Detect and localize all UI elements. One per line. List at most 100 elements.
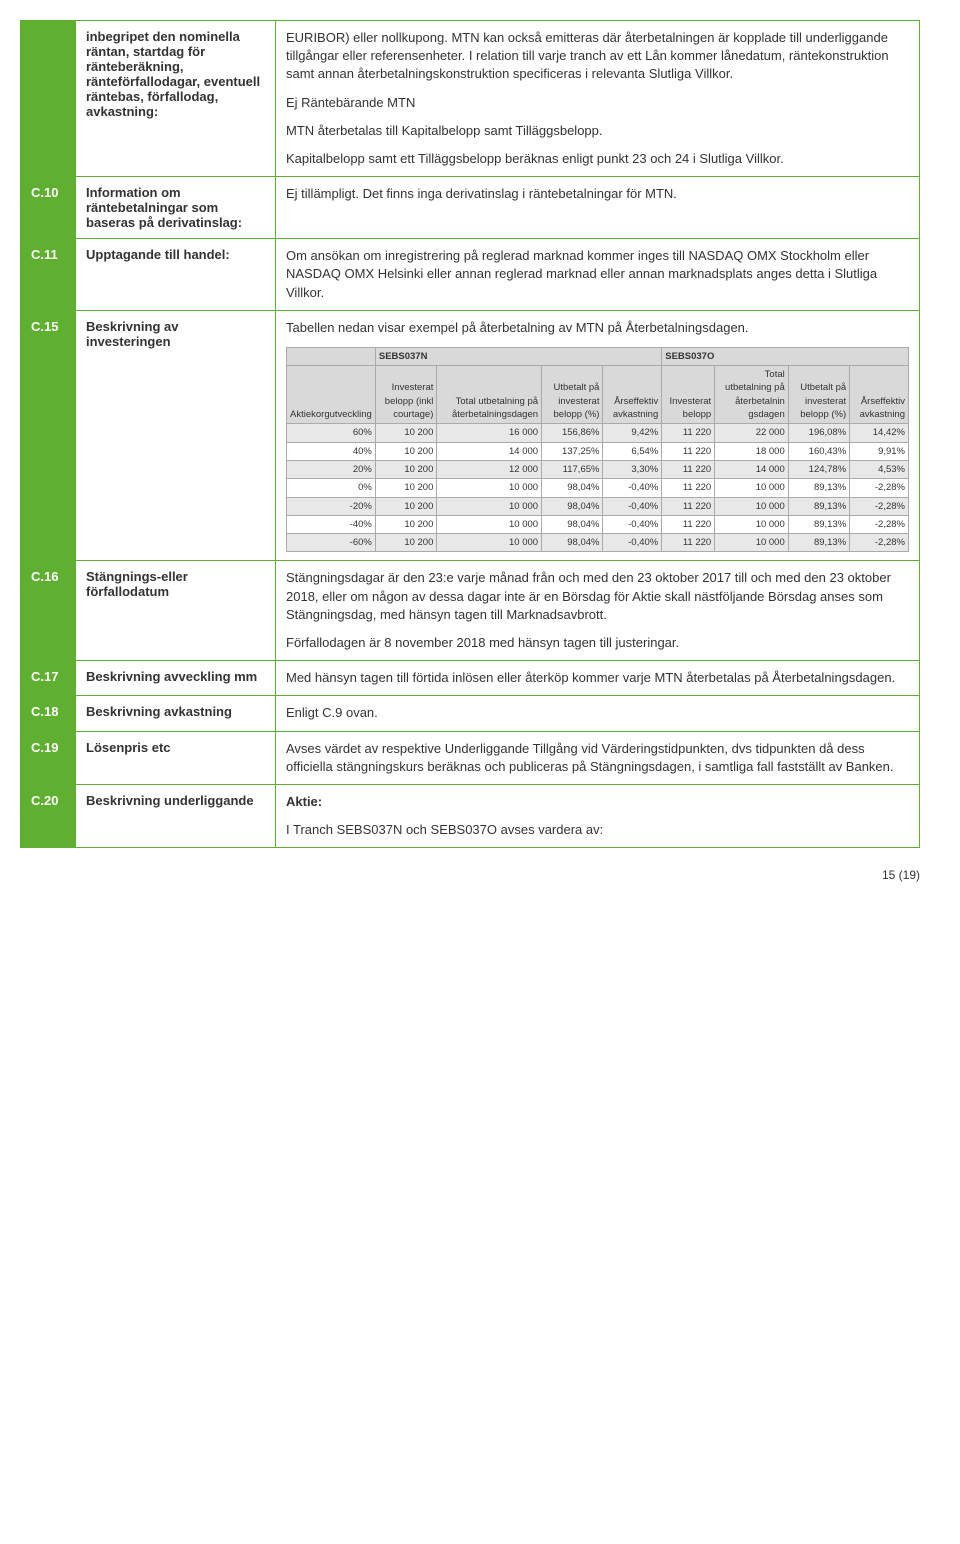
example-cell: -60% — [287, 534, 376, 552]
row-label: Stängnings-eller förfallodatum — [76, 561, 276, 661]
row-label: Lösenpris etc — [76, 731, 276, 784]
para: Förfallodagen är 8 november 2018 med hän… — [286, 634, 909, 652]
para: Ej Räntebärande MTN — [286, 94, 909, 112]
group-header-1: SEBS037N — [375, 347, 661, 365]
example-cell: 160,43% — [788, 442, 849, 460]
row-id: C.18 — [21, 696, 76, 731]
col-utb2: Utbetalt på investerat belopp (%) — [788, 366, 849, 424]
example-cell: 10 200 — [375, 479, 437, 497]
example-cell: 11 220 — [662, 442, 715, 460]
example-cell: 11 220 — [662, 424, 715, 442]
para: Tabellen nedan visar exempel på återbeta… — [286, 319, 909, 337]
example-cell: 10 200 — [375, 424, 437, 442]
row-content: Aktie: I Tranch SEBS037N och SEBS037O av… — [276, 784, 920, 847]
example-cell: 3,30% — [603, 460, 662, 478]
page-number: 15 (19) — [20, 868, 920, 882]
example-cell: 40% — [287, 442, 376, 460]
example-cell: 22 000 — [715, 424, 789, 442]
example-row: 0%10 20010 00098,04%-0,40%11 22010 00089… — [287, 479, 909, 497]
row-id: C.11 — [21, 239, 76, 311]
para: MTN återbetalas till Kapitalbelopp samt … — [286, 122, 909, 140]
para: Avses värdet av respektive Underliggande… — [286, 740, 909, 776]
para: EURIBOR) eller nollkupong. MTN kan också… — [286, 29, 909, 84]
example-cell: 14,42% — [850, 424, 909, 442]
example-cell: 124,78% — [788, 460, 849, 478]
example-row: -60%10 20010 00098,04%-0,40%11 22010 000… — [287, 534, 909, 552]
row-content: Tabellen nedan visar exempel på återbeta… — [276, 310, 920, 561]
example-cell: 89,13% — [788, 515, 849, 533]
example-cell: 16 000 — [437, 424, 542, 442]
example-cell: 156,86% — [542, 424, 603, 442]
example-cell: 11 220 — [662, 497, 715, 515]
para: I Tranch SEBS037N och SEBS037O avses var… — [286, 821, 909, 839]
example-cell: -2,28% — [850, 515, 909, 533]
example-cell: 89,13% — [788, 534, 849, 552]
col-aktie: Aktiekorgutveckling — [287, 366, 376, 424]
example-cell: -0,40% — [603, 534, 662, 552]
example-cell: 89,13% — [788, 479, 849, 497]
example-cell: -20% — [287, 497, 376, 515]
row-content: Avses värdet av respektive Underliggande… — [276, 731, 920, 784]
group-header-2: SEBS037O — [662, 347, 909, 365]
example-cell: 9,42% — [603, 424, 662, 442]
example-cell: -0,40% — [603, 479, 662, 497]
row-label: Beskrivning underliggande — [76, 784, 276, 847]
row-c17: C.17 Beskrivning avveckling mm Med hänsy… — [21, 661, 920, 696]
example-cell: 6,54% — [603, 442, 662, 460]
example-cell: 117,65% — [542, 460, 603, 478]
example-cell: 10 200 — [375, 497, 437, 515]
col-inv: Investerat belopp (inkl courtage) — [375, 366, 437, 424]
col-ars: Årseffektiv avkastning — [603, 366, 662, 424]
row-content: Stängningsdagar är den 23:e varje månad … — [276, 561, 920, 661]
example-cell: 14 000 — [437, 442, 542, 460]
example-cell: 9,91% — [850, 442, 909, 460]
example-cell: 11 220 — [662, 460, 715, 478]
row-content: EURIBOR) eller nollkupong. MTN kan också… — [276, 21, 920, 177]
row-continued: inbegripet den nominella räntan, startda… — [21, 21, 920, 177]
row-c19: C.19 Lösenpris etc Avses värdet av respe… — [21, 731, 920, 784]
example-row: 20%10 20012 000117,65%3,30%11 22014 0001… — [287, 460, 909, 478]
row-c18: C.18 Beskrivning avkastning Enligt C.9 o… — [21, 696, 920, 731]
row-c10: C.10 Information om räntebetalningar som… — [21, 177, 920, 239]
row-label: Information om räntebetalningar som base… — [76, 177, 276, 239]
example-row: -40%10 20010 00098,04%-0,40%11 22010 000… — [287, 515, 909, 533]
group-header-row: SEBS037N SEBS037O — [287, 347, 909, 365]
example-cell: 137,25% — [542, 442, 603, 460]
row-id-blank — [21, 21, 76, 177]
example-cell: 10 200 — [375, 515, 437, 533]
example-cell: 4,53% — [850, 460, 909, 478]
col-tot: Total utbetalning på återbetalningsdagen — [437, 366, 542, 424]
example-cell: 98,04% — [542, 497, 603, 515]
example-cell: 11 220 — [662, 534, 715, 552]
example-cell: 11 220 — [662, 479, 715, 497]
row-label: Beskrivning av investeringen — [76, 310, 276, 561]
row-label: Upptagande till handel: — [76, 239, 276, 311]
example-cell: 89,13% — [788, 497, 849, 515]
example-cell: -40% — [287, 515, 376, 533]
row-id: C.19 — [21, 731, 76, 784]
row-content: Enligt C.9 ovan. — [276, 696, 920, 731]
col-inv2: Investerat belopp — [662, 366, 715, 424]
para: Kapitalbelopp samt ett Tilläggsbelopp be… — [286, 150, 909, 168]
example-cell: 10 000 — [437, 497, 542, 515]
row-id: C.17 — [21, 661, 76, 696]
blank-header — [287, 347, 376, 365]
row-id: C.15 — [21, 310, 76, 561]
row-c11: C.11 Upptagande till handel: Om ansökan … — [21, 239, 920, 311]
example-cell: 14 000 — [715, 460, 789, 478]
row-c20: C.20 Beskrivning underliggande Aktie: I … — [21, 784, 920, 847]
spec-table: inbegripet den nominella räntan, startda… — [20, 20, 920, 848]
row-label: Beskrivning avkastning — [76, 696, 276, 731]
example-cell: 10 000 — [715, 479, 789, 497]
example-table-wrap: SEBS037N SEBS037O Aktiekorgutveckling In… — [286, 347, 909, 553]
row-content: Med hänsyn tagen till förtida inlösen el… — [276, 661, 920, 696]
row-c16: C.16 Stängnings-eller förfallodatum Stän… — [21, 561, 920, 661]
example-cell: -2,28% — [850, 479, 909, 497]
row-label: Beskrivning avveckling mm — [76, 661, 276, 696]
para: Ej tillämpligt. Det finns inga derivatin… — [286, 185, 909, 203]
example-cell: 98,04% — [542, 534, 603, 552]
example-cell: 18 000 — [715, 442, 789, 460]
row-label: inbegripet den nominella räntan, startda… — [76, 21, 276, 177]
example-cell: 10 200 — [375, 460, 437, 478]
example-cell: -2,28% — [850, 534, 909, 552]
